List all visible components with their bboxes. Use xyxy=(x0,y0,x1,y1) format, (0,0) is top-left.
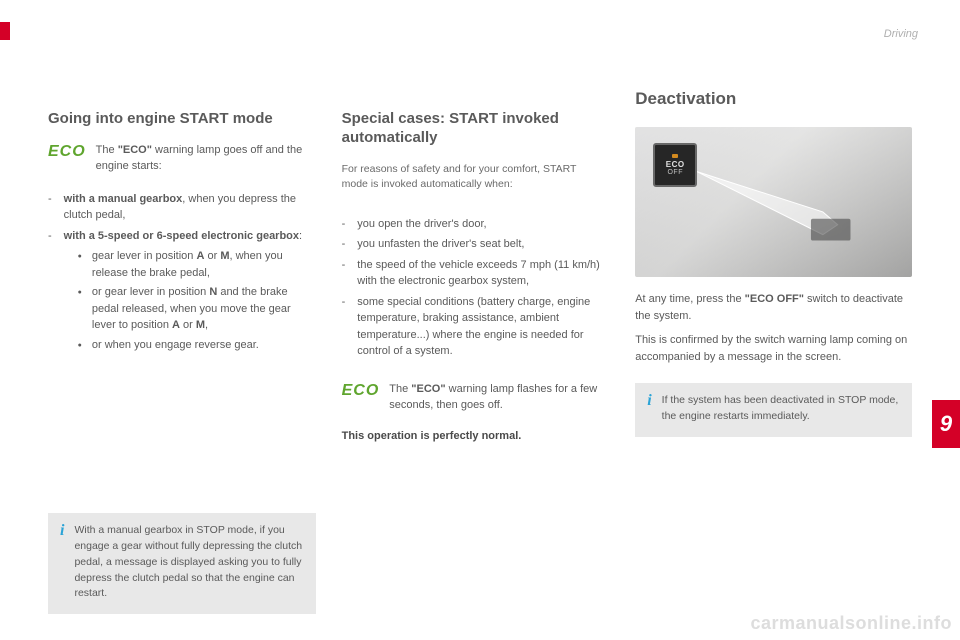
list-item: you open the driver's door, xyxy=(342,216,606,233)
list-item: some special conditions (battery charge,… xyxy=(342,294,606,360)
eco-off-led-icon xyxy=(672,154,678,158)
list-item: or gear lever in position N and the brak… xyxy=(78,284,312,334)
info-manual-gearbox-text: With a manual gearbox in STOP mode, if y… xyxy=(74,523,304,602)
heading-start-mode: Going into engine START mode xyxy=(48,110,312,129)
column-start-mode: Going into engine START mode ECO The "EC… xyxy=(48,110,312,442)
deactivation-caption-2: This is confirmed by the switch warning … xyxy=(635,332,912,365)
list-item: with a 5-speed or 6-speed electronic gea… xyxy=(48,228,312,357)
eco-lamp-text: The "ECO" warning lamp goes off and the … xyxy=(96,143,312,175)
electronic-gearbox-sublist: gear lever in position A or M, when you … xyxy=(64,248,312,353)
eco-off-label-line1: ECO xyxy=(666,161,685,170)
info-box-wrapper: i With a manual gearbox in STOP mode, if… xyxy=(48,513,316,614)
heading-special-cases: Special cases: START invoked automatical… xyxy=(342,110,606,148)
column-deactivation: Deactivation ECO OFF At any time, press … xyxy=(635,110,912,442)
info-deactivation-text: If the system has been deactivated in ST… xyxy=(662,393,900,425)
normal-operation-text: This operation is perfectly normal. xyxy=(342,430,606,442)
special-cases-intro: For reasons of safety and for your comfo… xyxy=(342,162,606,192)
eco-off-switch-image: ECO OFF xyxy=(635,127,912,277)
eco-icon: ECO xyxy=(48,143,86,161)
column-special-cases: Special cases: START invoked automatical… xyxy=(342,110,606,442)
deactivation-caption-1: At any time, press the "ECO OFF" switch … xyxy=(635,291,912,324)
list-item: gear lever in position A or M, when you … xyxy=(78,248,312,281)
watermark-text: carmanualsonline.info xyxy=(750,613,952,634)
eco-lamp-row: ECO The "ECO" warning lamp goes off and … xyxy=(48,143,312,175)
eco-icon: ECO xyxy=(342,382,380,400)
special-cases-list: you open the driver's door, you unfasten… xyxy=(342,216,606,360)
eco-flash-row: ECO The "ECO" warning lamp flashes for a… xyxy=(342,382,606,414)
chapter-number-tab: 9 xyxy=(932,400,960,448)
start-mode-list: with a manual gearbox, when you depress … xyxy=(48,191,312,357)
list-item: you unfasten the driver's seat belt, xyxy=(342,236,606,253)
list-item: with a manual gearbox, when you depress … xyxy=(48,191,312,224)
info-icon: i xyxy=(60,523,64,539)
info-box-deactivation: i If the system has been deactivated in … xyxy=(635,383,912,437)
header-section-label: Driving xyxy=(884,28,918,40)
list-item: or when you engage reverse gear. xyxy=(78,337,312,354)
heading-deactivation: Deactivation xyxy=(635,88,912,109)
eco-off-label-line2: OFF xyxy=(667,169,683,177)
margin-red-tab xyxy=(0,22,10,40)
eco-flash-text: The "ECO" warning lamp flashes for a few… xyxy=(389,382,605,414)
info-icon: i xyxy=(647,393,651,409)
list-item: the speed of the vehicle exceeds 7 mph (… xyxy=(342,257,606,290)
info-box-manual-gearbox: i With a manual gearbox in STOP mode, if… xyxy=(48,513,316,614)
eco-off-button-graphic: ECO OFF xyxy=(653,143,697,187)
